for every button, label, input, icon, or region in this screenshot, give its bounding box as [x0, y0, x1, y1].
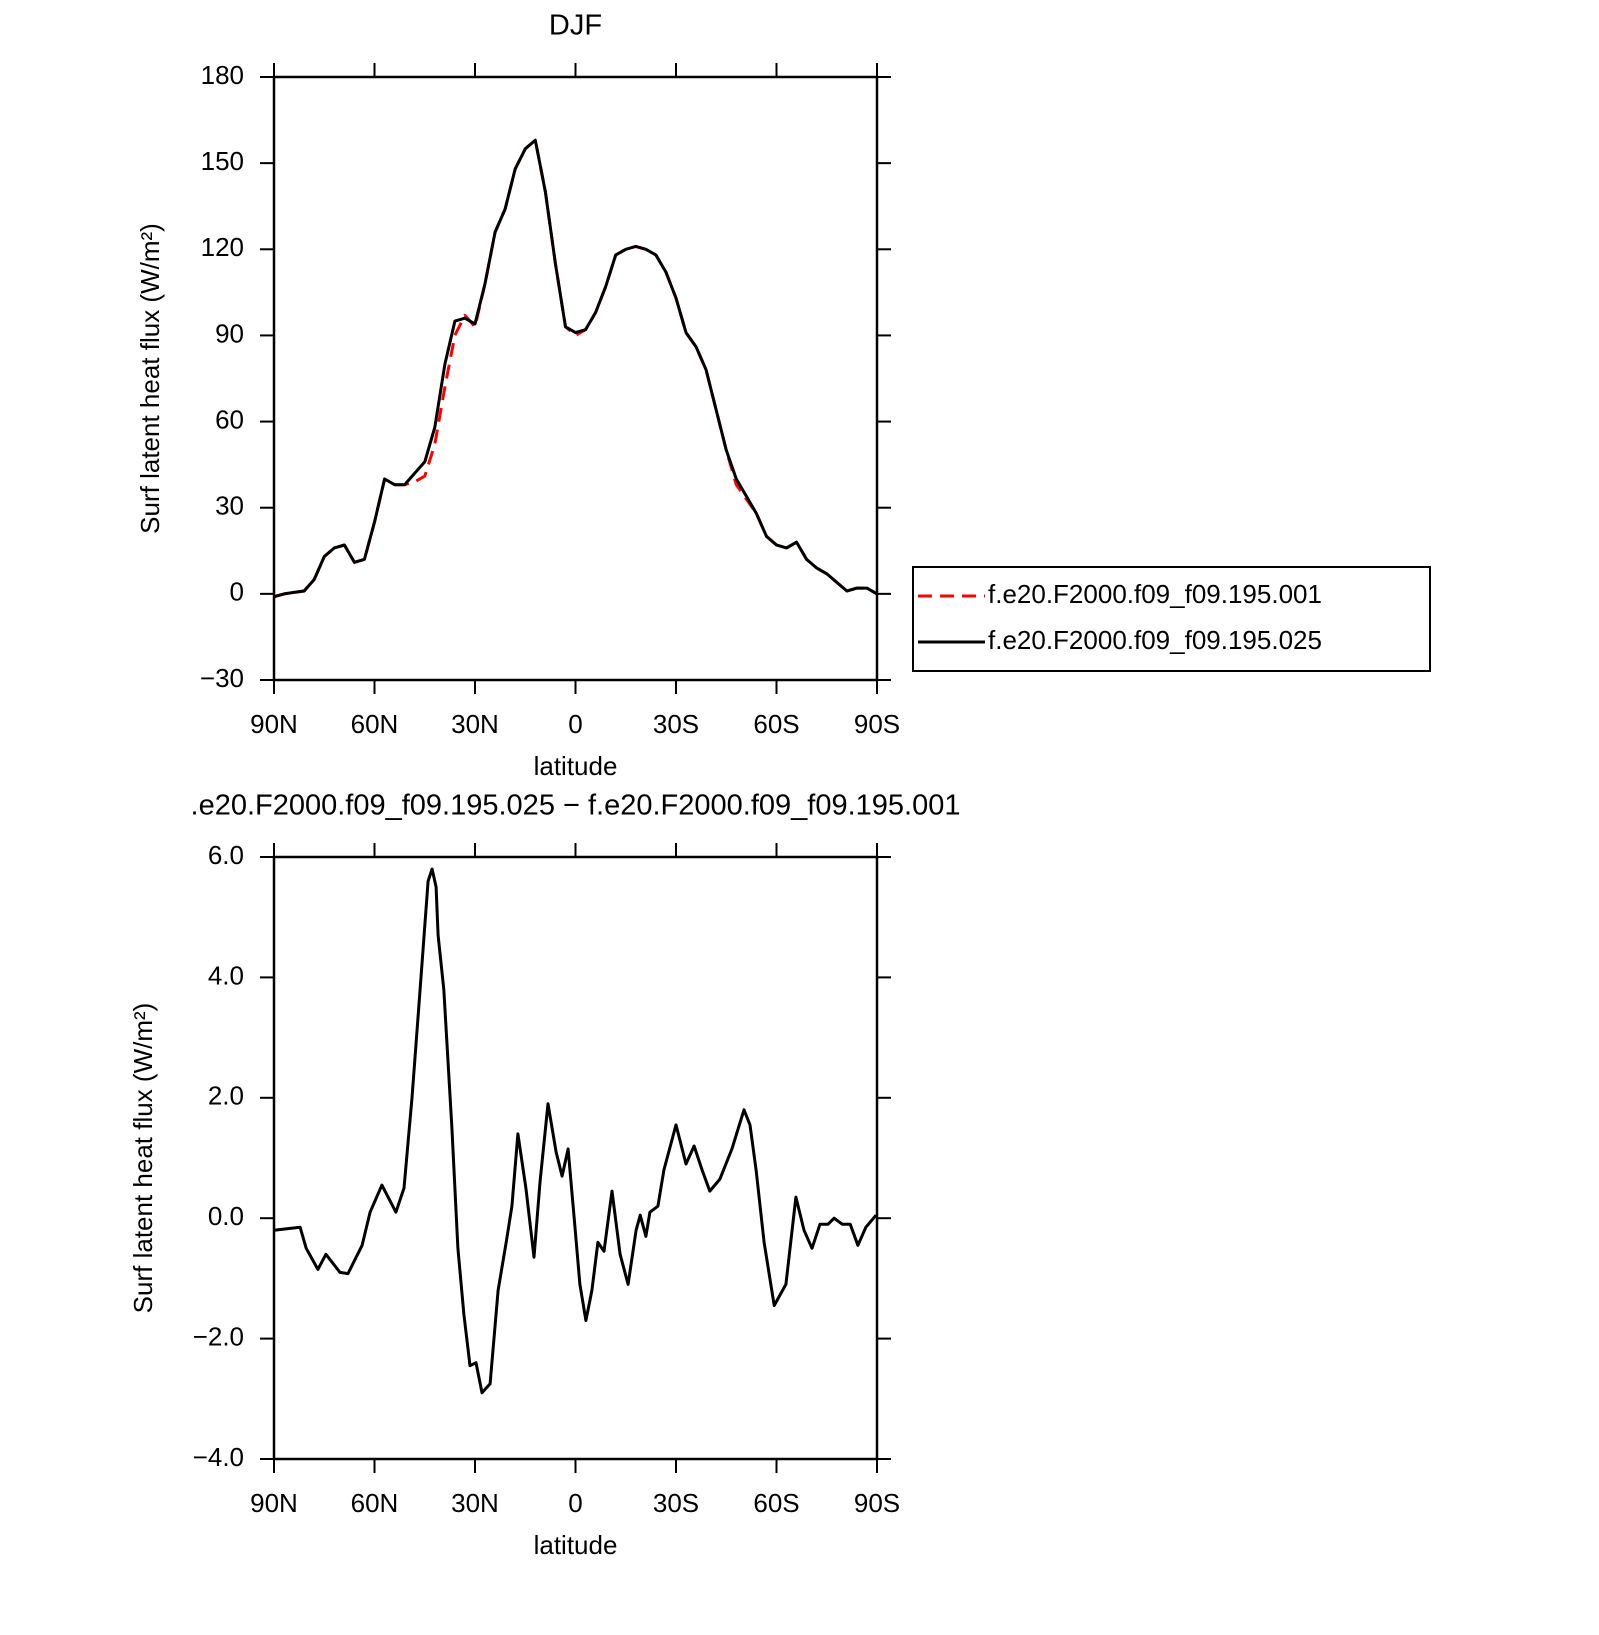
x-tick-label: 0: [568, 709, 582, 739]
y-tick-label: 2.0: [208, 1081, 244, 1111]
y-tick-label: −30: [200, 663, 244, 693]
chart-title: .e20.F2000.f09_f09.195.025 − f.e20.F2000…: [191, 790, 961, 822]
x-tick-label: 30S: [653, 1488, 699, 1518]
x-tick-label: 30N: [451, 1488, 499, 1518]
x-tick-label: 0: [568, 1488, 582, 1518]
legend-label: f.e20.F2000.f09_f09.195.001: [988, 579, 1322, 609]
x-axis-label: latitude: [534, 751, 618, 781]
chart-title: DJF: [549, 10, 602, 42]
y-tick-label: 0: [230, 577, 244, 607]
series-line: [273, 138, 878, 599]
y-tick-label: 90: [215, 318, 244, 348]
x-tick-label: 60S: [753, 1488, 799, 1518]
y-tick-label: 180: [201, 60, 244, 90]
y-tick-label: 0.0: [208, 1201, 244, 1231]
y-tick-label: 6.0: [208, 840, 244, 870]
x-tick-label: 90S: [854, 1488, 900, 1518]
x-tick-label: 60N: [351, 709, 399, 739]
y-tick-label: 30: [215, 491, 244, 521]
y-tick-label: −4.0: [193, 1442, 244, 1472]
x-tick-label: 30S: [653, 709, 699, 739]
x-tick-label: 60N: [351, 1488, 399, 1518]
legend-box: [912, 566, 1431, 672]
y-tick-label: 4.0: [208, 960, 244, 990]
y-tick-label: 150: [201, 146, 244, 176]
x-tick-label: 30N: [451, 709, 499, 739]
series-line: [273, 867, 878, 1395]
series-line: [273, 138, 878, 599]
x-tick-label: 90S: [854, 709, 900, 739]
y-tick-label: 60: [215, 404, 244, 434]
y-tick-label: 120: [201, 232, 244, 262]
plot-frame: [272, 75, 879, 682]
y-tick-label: −2.0: [193, 1321, 244, 1351]
y-axis-label: Surf latent heat flux (W/m²): [128, 1003, 158, 1314]
legend-label: f.e20.F2000.f09_f09.195.025: [988, 625, 1322, 655]
x-tick-label: 90N: [250, 709, 298, 739]
x-axis-label: latitude: [534, 1530, 618, 1560]
x-tick-label: 60S: [753, 709, 799, 739]
x-tick-label: 90N: [250, 1488, 298, 1518]
plot-frame: [272, 855, 879, 1461]
y-axis-label: Surf latent heat flux (W/m²): [135, 223, 165, 534]
